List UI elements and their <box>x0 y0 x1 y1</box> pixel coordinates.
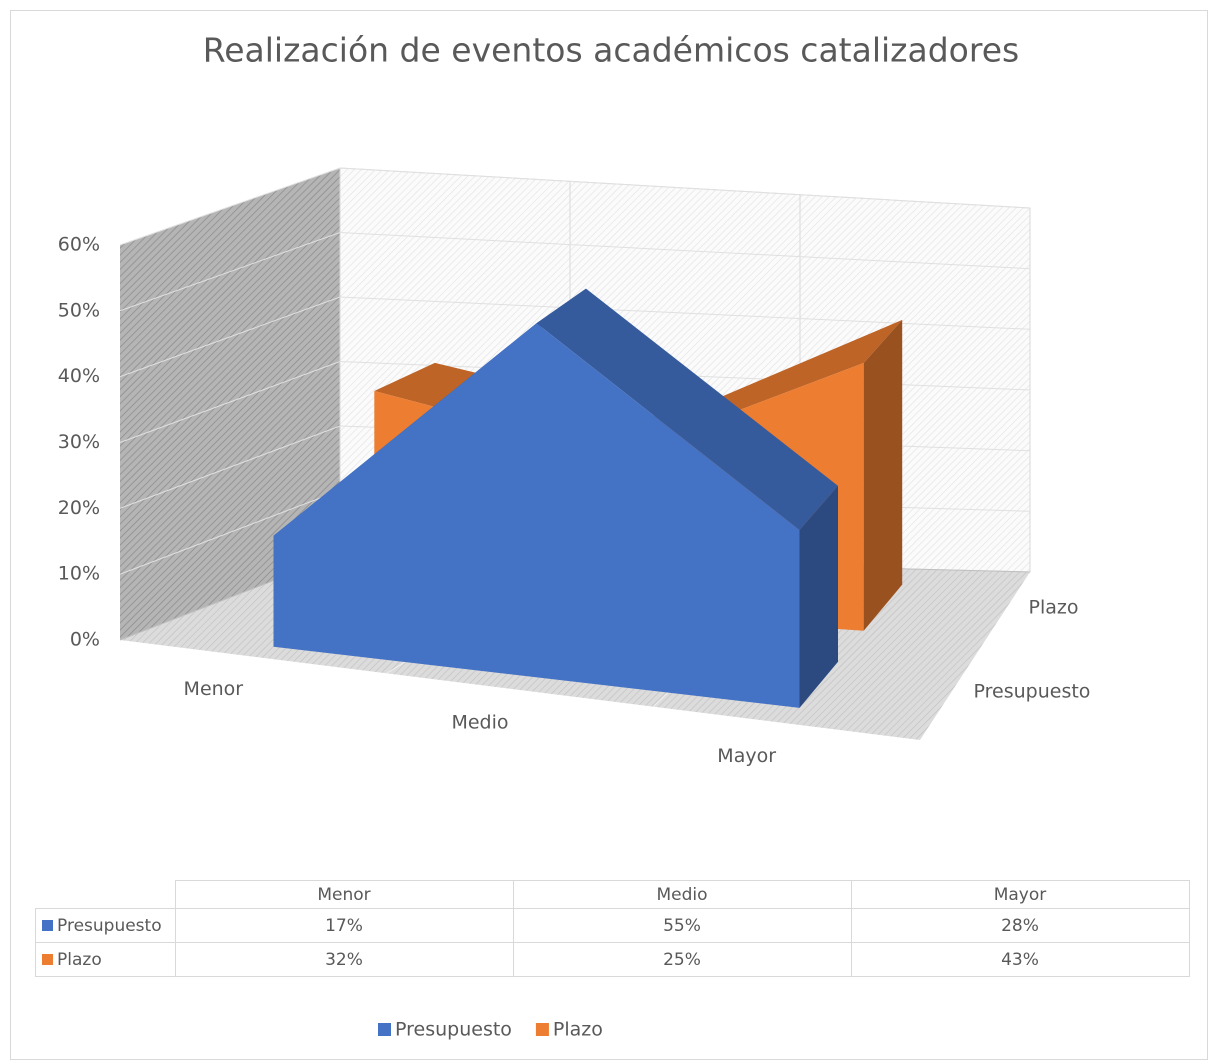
plot-area: 0% 10% 20% 30% 40% 50% 60% Menor Medio Mayor Presu… <box>58 167 1091 767</box>
x-tick-label: Medio <box>451 712 508 734</box>
y-tick-label: 40% <box>58 365 100 387</box>
grid-line <box>119 167 1031 246</box>
table-cell: 28% <box>850 908 1190 943</box>
legend-swatch <box>378 1023 391 1036</box>
grid-line <box>119 231 1031 312</box>
legend-key <box>42 953 53 965</box>
y-tick-label: 60% <box>58 234 100 256</box>
table-row: Plazo 32% 25% 43% <box>35 942 1190 977</box>
area-front <box>273 323 800 708</box>
table-header: Medio <box>512 880 852 909</box>
data-table: Menor Medio Mayor Presupuesto 17% 55% 28% Plazo… <box>35 880 1190 977</box>
y-tick-label: 0% <box>70 629 100 651</box>
table-cell: 55% <box>512 908 852 943</box>
table-row: Presupuesto 17% 55% 28% <box>35 908 1190 943</box>
chart-title: Realización de eventos académicos catali… <box>203 31 1019 70</box>
depth-label: Plazo <box>1029 597 1079 619</box>
table-cell: 25% <box>512 942 852 977</box>
legend-label: Presupuesto <box>395 1019 512 1041</box>
table-corner <box>35 880 175 909</box>
area-side <box>863 319 903 631</box>
legend-swatch <box>535 1023 549 1036</box>
legend-key <box>42 919 53 931</box>
y-tick-label: 50% <box>58 299 100 321</box>
x-tick-label: Mayor <box>717 745 776 767</box>
x-tick-label: Menor <box>184 678 244 700</box>
table-cell: 32% <box>174 942 514 977</box>
depth-label: Presupuesto <box>974 681 1091 703</box>
series-name: Plazo <box>57 949 102 970</box>
y-tick-label: 20% <box>58 497 100 519</box>
table-row-label: Plazo <box>35 942 176 977</box>
table-cell: 43% <box>850 942 1190 977</box>
grid-line <box>119 296 1031 378</box>
series-name: Presupuesto <box>57 915 162 936</box>
y-tick-label: 10% <box>58 563 100 585</box>
table-cell: 17% <box>174 908 514 943</box>
side-wall <box>120 168 340 640</box>
y-tick-label: 30% <box>58 431 100 453</box>
table-header: Menor <box>174 880 514 909</box>
table-row-label: Presupuesto <box>35 908 176 943</box>
area-top <box>536 288 838 531</box>
table-header: Mayor <box>850 880 1190 909</box>
table-header-row: Menor Medio Mayor <box>35 880 1190 909</box>
legend-label: Plazo <box>553 1019 603 1041</box>
area-side <box>799 485 838 708</box>
chart-border <box>10 10 1208 1060</box>
